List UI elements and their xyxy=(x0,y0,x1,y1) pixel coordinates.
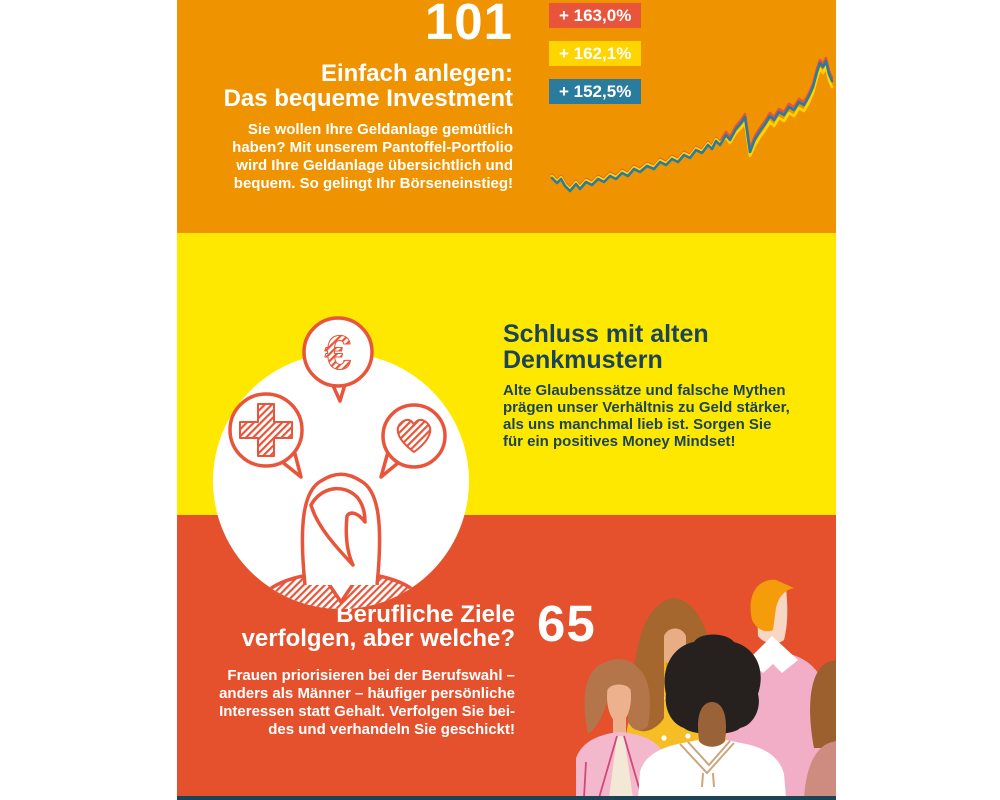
performance-badge-yellow: + 162,1% xyxy=(549,41,642,66)
woman-avatar-illustration: € xyxy=(213,316,469,609)
invest-body: Sie wollen Ihre Geldanlage gemütlich hab… xyxy=(232,121,513,192)
plus-icon xyxy=(239,403,293,457)
euro-speech-bubble: € xyxy=(302,316,374,403)
woman-pink-blazer xyxy=(576,659,668,798)
performance-badges: + 163,0% + 162,1% + 152,5% xyxy=(549,3,642,117)
mindset-title-line: Denkmustern xyxy=(503,346,663,374)
person-bang xyxy=(309,486,367,567)
invest-text-column: 101 Einfach anlegen: Das bequeme Investm… xyxy=(199,0,513,193)
plus-speech-bubble xyxy=(228,392,304,479)
invest-number: 101 xyxy=(424,0,513,50)
section-career: Berufliche Ziele verfolgen, aber welche?… xyxy=(177,515,836,800)
performance-badge-teal: + 152,5% xyxy=(549,79,642,104)
woman-far-right xyxy=(804,660,836,798)
woman-afro-hoodie xyxy=(638,634,786,798)
mindset-title: Schluss mit alten Denkmustern xyxy=(503,321,833,373)
bubble-tail xyxy=(379,451,400,479)
performance-line-chart xyxy=(550,56,834,193)
invest-title-line: Das bequeme Investment xyxy=(223,85,513,112)
euro-icon: € xyxy=(325,327,352,380)
performance-badge-red: + 163,0% xyxy=(549,3,642,28)
heart-icon xyxy=(396,418,432,453)
career-text-column: Berufliche Ziele verfolgen, aber welche?… xyxy=(199,603,515,739)
career-body: Frauen priorisieren bei der Berufswahl –… xyxy=(219,667,515,738)
career-number: 65 xyxy=(537,595,596,652)
section-invest: 101 Einfach anlegen: Das bequeme Investm… xyxy=(177,0,836,233)
mindset-text-column: Schluss mit alten Denkmustern Alte Glaub… xyxy=(503,321,833,450)
heart-speech-bubble xyxy=(379,403,447,479)
infographic-content: 101 Einfach anlegen: Das bequeme Investm… xyxy=(177,0,836,800)
women-group-illustration xyxy=(576,579,836,798)
bubble-tail xyxy=(279,449,303,479)
career-title-line: verfolgen, aber welche? xyxy=(241,625,515,652)
invest-title-line: Einfach anlegen: xyxy=(320,60,513,87)
mindset-body: Alte Glaubenssätze und falsche Mythen pr… xyxy=(503,382,790,450)
career-title: Berufliche Ziele verfolgen, aber welche? xyxy=(199,603,515,651)
next-section-edge xyxy=(177,796,836,800)
invest-title: Einfach anlegen: Das bequeme Investment xyxy=(199,61,513,111)
mindset-title-line: Schluss mit alten xyxy=(503,320,709,348)
